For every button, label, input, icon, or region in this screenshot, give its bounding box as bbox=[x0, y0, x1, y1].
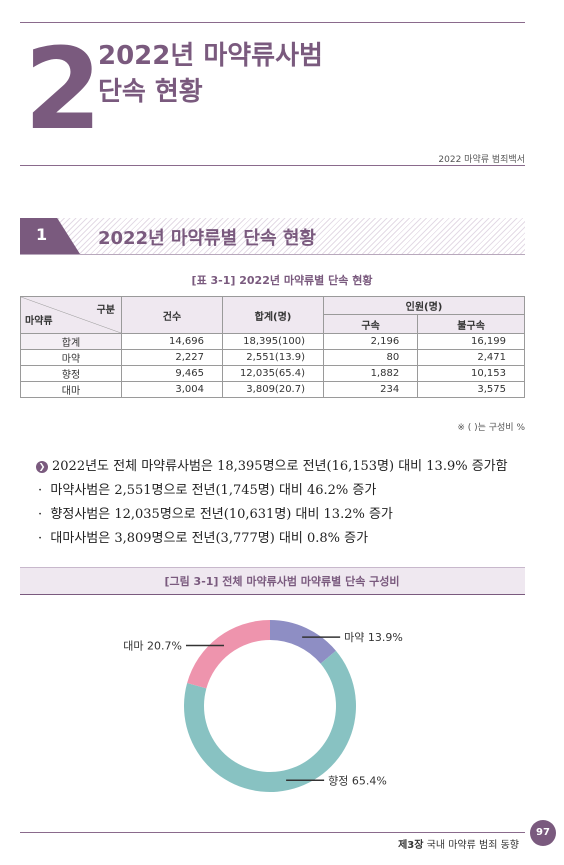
header-cases: 건수 bbox=[121, 296, 223, 334]
header-persons: 인원(명) bbox=[323, 296, 525, 315]
row-arrest: 1,882 bbox=[322, 365, 419, 382]
corner-bottom-label: 마약류 bbox=[25, 316, 53, 327]
table-note: ※ ( )는 구성비 % bbox=[457, 423, 525, 433]
donut-slice-2 bbox=[187, 620, 270, 689]
row-arrest: 2,196 bbox=[322, 333, 419, 350]
row-nonarrest: 10,153 bbox=[417, 365, 525, 382]
figure-caption: [그림 3-1] 전체 마약류사범 마약류별 단속 구성비 bbox=[164, 575, 400, 588]
corner-top-label: 구분 bbox=[96, 305, 115, 316]
slice-label-2: 대마 20.7% bbox=[123, 640, 182, 653]
summary-item-text: 향정사범은 12,035명으로 전년(10,631명) 대비 13.2% 증가 bbox=[50, 507, 393, 522]
section-number: 1 bbox=[36, 225, 48, 244]
summary-item: · 마약사범은 2,551명으로 전년(1,745명) 대비 46.2% 증가 bbox=[38, 483, 377, 498]
donut-chart: 마약 13.9% 향정 65.4% 대마 20.7% bbox=[123, 620, 403, 792]
table-caption: [표 3-1] 2022년 마약류별 단속 현황 bbox=[191, 274, 373, 287]
footer-rule bbox=[20, 832, 525, 833]
table-row: 향정 9,465 12,035(65.4) 1,882 10,153 bbox=[20, 365, 525, 382]
row-type: 마약 bbox=[20, 349, 122, 366]
row-nonarrest: 16,199 bbox=[417, 333, 525, 350]
row-cases: 9,465 bbox=[121, 365, 223, 382]
row-total: 2,551(13.9) bbox=[222, 349, 324, 366]
header-nonarrest: 불구속 bbox=[417, 314, 525, 334]
row-total: 18,395(100) bbox=[222, 333, 324, 350]
chapter-title-line2: 단속 현황 bbox=[98, 77, 203, 107]
row-type: 합계 bbox=[20, 333, 122, 350]
row-cases: 2,227 bbox=[121, 349, 223, 366]
section-bar bbox=[20, 218, 525, 255]
page-number: 97 bbox=[530, 820, 556, 846]
header-total: 합계(명) bbox=[222, 296, 324, 334]
row-total: 3,809(20.7) bbox=[222, 381, 324, 398]
section-title: 2022년 마약류별 단속 현황 bbox=[98, 228, 316, 249]
row-type: 대마 bbox=[20, 381, 122, 398]
row-nonarrest: 3,575 bbox=[417, 381, 525, 398]
row-arrest: 234 bbox=[322, 381, 419, 398]
chapter-title: 2022년 마약류사범 단속 현황 bbox=[98, 38, 323, 110]
summary-item-text: 마약사범은 2,551명으로 전년(1,745명) 대비 46.2% 증가 bbox=[50, 483, 377, 498]
row-type: 향정 bbox=[20, 365, 122, 382]
figure-caption-bar bbox=[20, 567, 525, 595]
chapter-title-line1: 2022년 마약류사범 bbox=[98, 41, 323, 71]
row-cases: 3,004 bbox=[121, 381, 223, 398]
footer-chapter: 제3장 bbox=[398, 840, 424, 851]
arrow-icon: ❯ bbox=[36, 461, 48, 473]
footer-chapter-title: 국내 마약류 범죄 동향 bbox=[426, 840, 519, 851]
summary-item: · 향정사범은 12,035명으로 전년(10,631명) 대비 13.2% 증… bbox=[38, 507, 393, 522]
row-nonarrest: 2,471 bbox=[417, 349, 525, 366]
table-row: 대마 3,004 3,809(20.7) 234 3,575 bbox=[20, 381, 525, 398]
donut-slice-0 bbox=[270, 620, 336, 664]
slice-label-0: 마약 13.9% bbox=[344, 630, 403, 644]
summary-main: ❯ 2022년도 전체 마약류사범은 18,395명으로 전년(16,153명) … bbox=[36, 455, 508, 474]
row-total: 12,035(65.4) bbox=[222, 365, 324, 382]
header-arrest: 구속 bbox=[322, 314, 419, 334]
book-brand: 2022 마약류 범죄백서 bbox=[438, 155, 525, 165]
table-row: 합계 14,696 18,395(100) 2,196 16,199 bbox=[20, 333, 525, 350]
summary-item-text: 대마사범은 3,809명으로 전년(3,777명) 대비 0.8% 증가 bbox=[50, 531, 369, 546]
footer-text: 제3장 국내 마약류 범죄 동향 bbox=[398, 836, 519, 851]
table-row: 마약 2,227 2,551(13.9) 80 2,471 bbox=[20, 349, 525, 366]
donut-slice-1 bbox=[184, 650, 357, 792]
chapter-number: 2 bbox=[24, 25, 102, 155]
row-cases: 14,696 bbox=[121, 333, 223, 350]
top-rule bbox=[20, 22, 525, 23]
slice-label-1: 향정 65.4% bbox=[328, 774, 387, 787]
header-rule bbox=[20, 165, 525, 166]
summary-main-text: 2022년도 전체 마약류사범은 18,395명으로 전년(16,153명) 대… bbox=[52, 459, 508, 474]
row-arrest: 80 bbox=[322, 349, 419, 366]
summary-item: · 대마사범은 3,809명으로 전년(3,777명) 대비 0.8% 증가 bbox=[38, 531, 369, 546]
